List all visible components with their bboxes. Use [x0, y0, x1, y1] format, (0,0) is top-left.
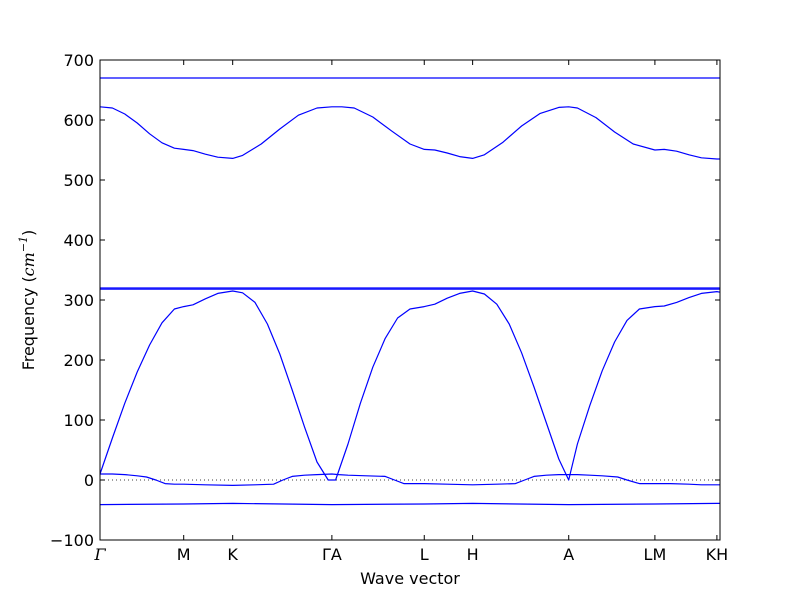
y-tick-label: 500: [63, 171, 94, 190]
y-tick-label: 200: [63, 351, 94, 370]
x-tick-label: Γ: [93, 545, 106, 564]
y-tick-label: 600: [63, 111, 94, 130]
y-tick-label: 300: [63, 291, 94, 310]
phonon-branch-5: [99, 290, 721, 481]
y-tick-label: 700: [63, 51, 94, 70]
y-axis-label-unit: cm: [19, 252, 38, 276]
x-tick-label: K: [227, 545, 238, 564]
y-axis-label-suffix: ): [19, 230, 38, 236]
x-tick-label: M: [177, 545, 191, 564]
plot-frame: [99, 59, 721, 541]
x-tick-label: H: [467, 545, 479, 564]
x-tick-label: ΓA: [322, 545, 342, 564]
y-axis-label-prefix: Frequency (: [19, 276, 38, 370]
x-tick-label: KH: [706, 545, 729, 564]
phonon-branch-2: [99, 106, 720, 160]
x-tick-label: L: [420, 545, 429, 564]
phonon-branch-6: [100, 473, 720, 486]
x-tick-label: A: [563, 545, 574, 564]
x-tick-label: LM: [644, 545, 667, 564]
phonon-branch-7: [99, 502, 720, 506]
y-tick-label: 0: [84, 471, 94, 490]
y-tick-label: 100: [63, 411, 94, 430]
x-axis-label: Wave vector: [360, 569, 460, 588]
y-axis-label-exponent: −1: [17, 236, 30, 252]
y-tick-label: 400: [63, 231, 94, 250]
y-axis-label: Frequency (cm−1): [17, 230, 38, 371]
y-tick-label: −100: [50, 531, 94, 550]
